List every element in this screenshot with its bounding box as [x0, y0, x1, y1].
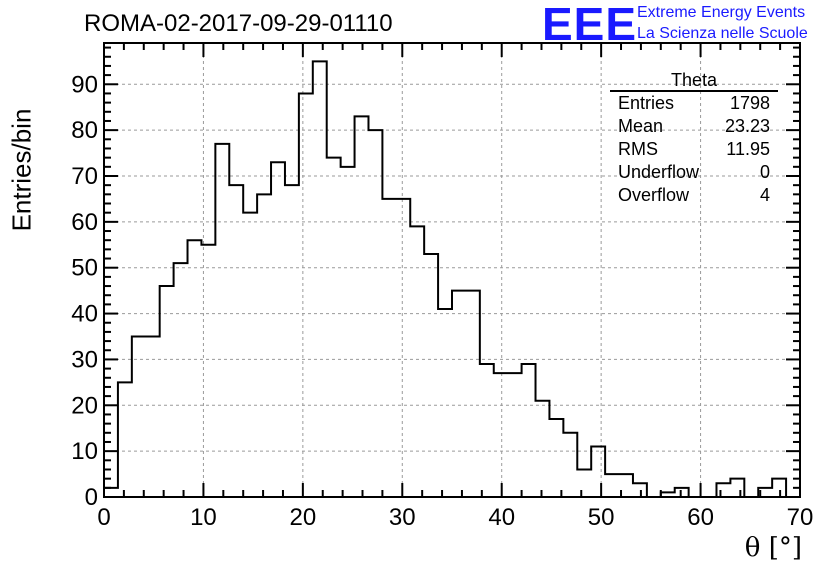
x-tick-label: 0 [97, 504, 110, 531]
y-tick-label: 20 [71, 392, 98, 419]
stats-row-entries: Entries 1798 [610, 92, 778, 115]
eee-logo: EEE [542, 0, 638, 50]
y-tick-label: 50 [71, 255, 98, 282]
axis-ticks [103, 43, 801, 498]
y-tick-label: 70 [71, 163, 98, 190]
x-axis-label: θ [°] [744, 533, 802, 563]
logo-subtitle-2: La Scienza nelle Scuole [637, 25, 808, 42]
stats-label: Underflow [618, 162, 700, 182]
y-tick-label: 40 [71, 301, 98, 328]
y-tick-label: 90 [71, 71, 98, 98]
stats-label: Overflow [618, 185, 690, 205]
y-tick-label: 60 [71, 209, 98, 236]
y-tick-label: 80 [71, 117, 98, 144]
x-tick-label: 20 [290, 504, 317, 531]
plot-frame [103, 42, 801, 498]
stats-value: 4 [759, 185, 770, 205]
y-axis-label: Entries/bin [6, 108, 38, 232]
y-tick-label: 10 [71, 438, 98, 465]
x-tick-label: 10 [190, 504, 217, 531]
stats-label: Mean [618, 116, 664, 136]
y-tick-label: 30 [71, 346, 98, 373]
stats-row-mean: Mean 23.23 [610, 115, 778, 138]
stats-value: 23.23 [724, 116, 770, 136]
x-tick-label: 70 [787, 504, 814, 531]
grid-lines [104, 43, 800, 497]
stats-title: Theta [610, 70, 778, 92]
stats-row-rms: RMS 11.95 [610, 138, 778, 161]
y-axis-label-text: Entries/bin [6, 108, 37, 232]
stats-box: Theta Entries 1798 Mean 23.23 RMS 11.95 … [610, 70, 778, 207]
x-tick-label: 60 [687, 504, 714, 531]
x-tick-label: 40 [488, 504, 515, 531]
stats-label: Entries [618, 93, 675, 113]
stats-value: 1798 [729, 93, 770, 113]
chart-title: ROMA-02-2017-09-29-01110 [84, 10, 393, 37]
stats-row-overflow: Overflow 4 [610, 184, 778, 207]
histogram-bars [103, 60, 800, 498]
stats-value: 0 [759, 162, 770, 182]
histogram-outline [103, 60, 800, 498]
y-tick-label: 0 [85, 484, 98, 511]
stats-label: RMS [618, 139, 658, 159]
x-tick-label: 50 [588, 504, 615, 531]
logo-subtitle-1: Extreme Energy Events [637, 4, 806, 21]
stats-row-underflow: Underflow 0 [610, 161, 778, 184]
stats-value: 11.95 [726, 139, 770, 159]
x-tick-label: 30 [389, 504, 416, 531]
